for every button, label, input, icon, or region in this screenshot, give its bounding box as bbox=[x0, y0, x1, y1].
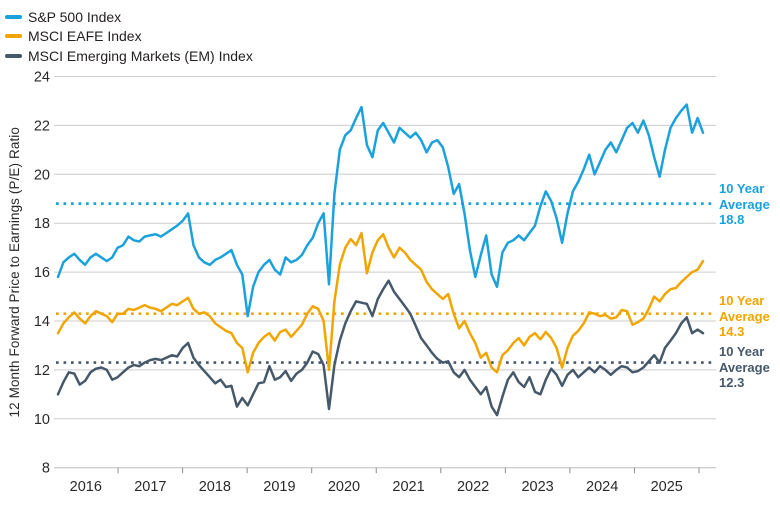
chart-legend: S&P 500 Index MSCI EAFE Index MSCI Emerg… bbox=[5, 7, 253, 66]
ten-year-average-annotation-eafe: 10 Year Average 14.3 bbox=[719, 293, 780, 340]
y-tick-label: 14 bbox=[34, 314, 50, 330]
y-tick-label: 22 bbox=[34, 118, 50, 134]
series-line-2 bbox=[56, 279, 705, 417]
annotation-value: 14.3 bbox=[719, 324, 745, 339]
y-tick-label: 10 bbox=[34, 412, 50, 428]
legend-item-eafe: MSCI EAFE Index bbox=[5, 27, 253, 47]
y-tick-label: 12 bbox=[34, 363, 50, 379]
em-line-swatch-icon bbox=[5, 53, 22, 58]
legend-label-em: MSCI Emerging Markets (EM) Index bbox=[28, 47, 253, 64]
annotation-line: 10 Year bbox=[719, 181, 765, 196]
x-tick-label: 2019 bbox=[263, 479, 295, 495]
x-tick-label: 2018 bbox=[199, 479, 231, 495]
legend-item-sp500: S&P 500 Index bbox=[5, 7, 253, 27]
y-tick-label: 16 bbox=[34, 265, 50, 281]
series-line-1 bbox=[56, 231, 705, 374]
x-tick-label: 2017 bbox=[134, 479, 166, 495]
x-tick-label: 2025 bbox=[651, 479, 683, 495]
ten-year-average-annotation-em: 10 Year Average 12.3 bbox=[719, 344, 780, 391]
ten-year-average-annotation-sp500: 10 Year Average 18.8 bbox=[719, 181, 780, 228]
y-tick-label: 8 bbox=[42, 461, 50, 477]
annotation-line: 10 Year bbox=[719, 344, 765, 359]
annotation-line: Average bbox=[719, 196, 770, 212]
legend-label-sp500: S&P 500 Index bbox=[28, 8, 122, 25]
annotation-line: Average bbox=[719, 359, 770, 375]
x-tick-label: 2023 bbox=[521, 479, 553, 495]
annotation-line: 10 Year bbox=[719, 293, 765, 308]
x-tick-label: 2016 bbox=[70, 479, 102, 495]
annotation-value: 12.3 bbox=[719, 375, 745, 390]
x-tick-label: 2024 bbox=[586, 479, 618, 495]
y-tick-label: 20 bbox=[34, 167, 50, 183]
y-tick-label: 24 bbox=[34, 70, 50, 86]
x-tick-label: 2021 bbox=[392, 479, 424, 495]
x-tick-label: 2020 bbox=[328, 479, 360, 495]
y-tick-label: 18 bbox=[34, 216, 50, 232]
eafe-line-swatch-icon bbox=[5, 34, 22, 39]
series-line-0 bbox=[56, 103, 705, 318]
legend-item-em: MSCI Emerging Markets (EM) Index bbox=[5, 46, 253, 66]
x-tick-label: 2022 bbox=[457, 479, 489, 495]
sp500-line-swatch-icon bbox=[5, 14, 22, 19]
legend-label-eafe: MSCI EAFE Index bbox=[28, 28, 142, 45]
annotation-value: 18.8 bbox=[719, 212, 745, 227]
annotation-line: Average bbox=[719, 308, 770, 324]
